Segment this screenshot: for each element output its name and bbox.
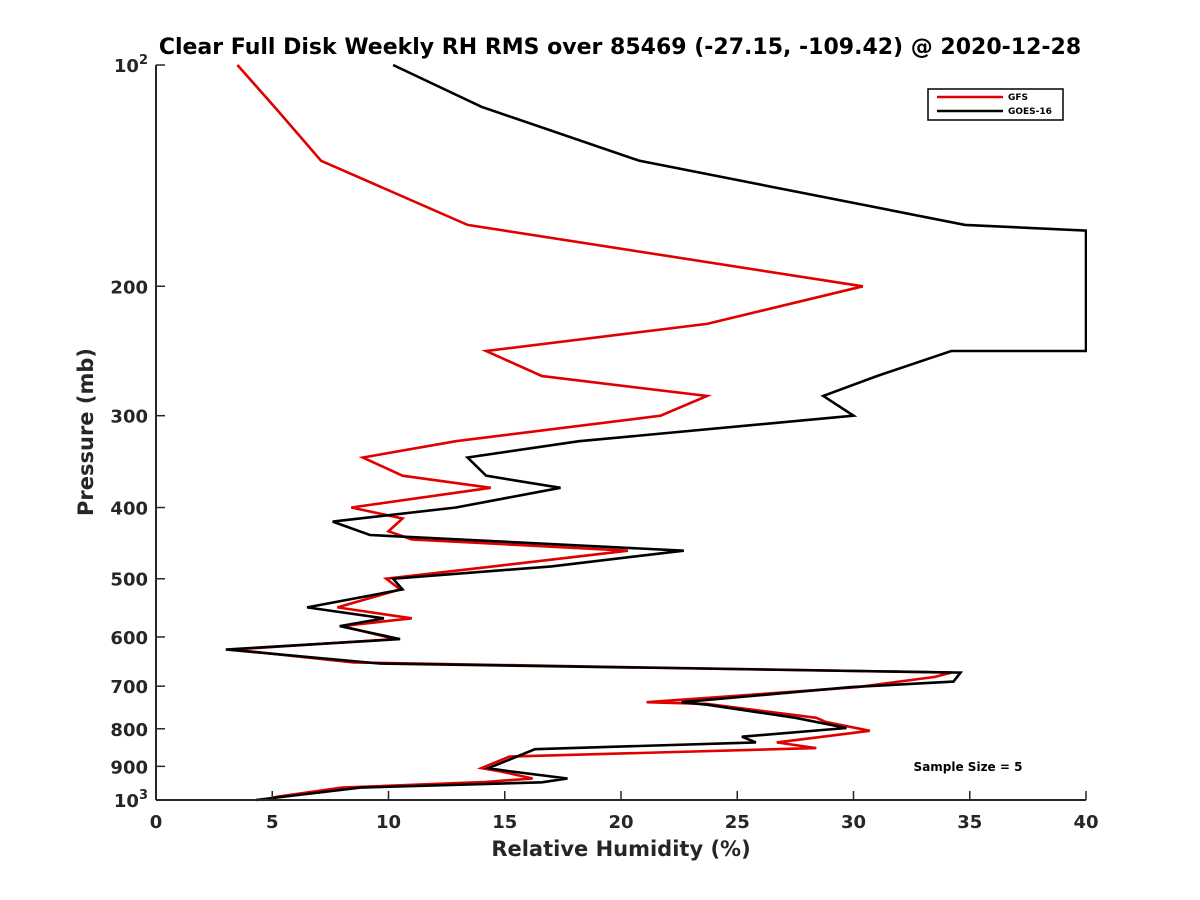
x-tick-label: 40 xyxy=(1073,812,1098,833)
x-axis-label: Relative Humidity (%) xyxy=(491,837,750,861)
series-line-gfs xyxy=(232,64,952,802)
y-tick-label: 900 xyxy=(110,757,148,778)
y-tick-label: 102 xyxy=(114,53,148,77)
chart-title: Clear Full Disk Weekly RH RMS over 85469… xyxy=(159,35,1081,60)
y-tick-label: 800 xyxy=(110,720,148,741)
y-tick-label: 600 xyxy=(110,628,148,649)
legend: GFS GOES-16 xyxy=(927,88,1064,121)
y-tick-label: 400 xyxy=(110,499,148,520)
x-tick-label: 10 xyxy=(376,812,401,833)
x-tick-label: 15 xyxy=(492,812,517,833)
x-tick-label: 20 xyxy=(608,812,633,833)
plot-area xyxy=(225,63,1087,802)
x-tick-label: 5 xyxy=(266,812,279,833)
y-tick-label: 200 xyxy=(110,277,148,298)
legend-label-goes16: GOES-16 xyxy=(1008,107,1052,117)
y-tick-label: 700 xyxy=(110,677,148,698)
x-tick-label: 0 xyxy=(150,812,163,833)
series-line-goes-16 xyxy=(225,63,1087,802)
y-axis-label: Pressure (mb) xyxy=(74,348,98,516)
x-tick-label: 35 xyxy=(957,812,982,833)
legend-label-gfs: GFS xyxy=(1008,93,1028,103)
y-tick-label: 500 xyxy=(110,570,148,591)
y-ticks: 102 200 300 400 500 600 700 800 900 103 xyxy=(110,53,165,812)
legend-box xyxy=(927,88,1064,121)
y-tick-label: 103 xyxy=(114,788,148,812)
x-ticks: 0 5 10 15 20 25 30 35 40 xyxy=(150,791,1099,833)
x-tick-label: 25 xyxy=(725,812,750,833)
sample-size-annotation: Sample Size = 5 xyxy=(914,760,1023,774)
x-tick-label: 30 xyxy=(841,812,866,833)
y-tick-label: 300 xyxy=(110,407,148,428)
